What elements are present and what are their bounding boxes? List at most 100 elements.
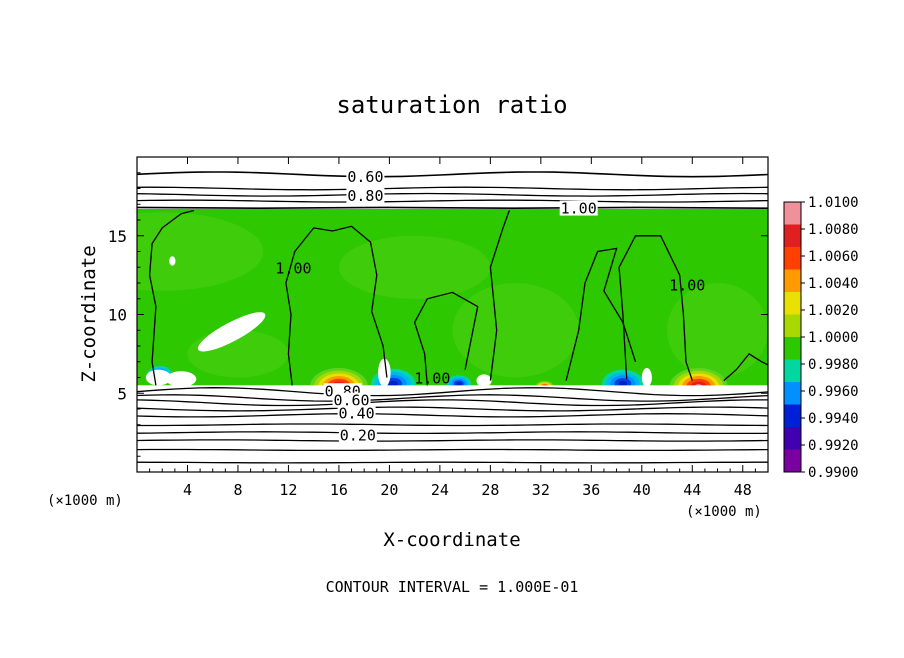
contour-upper-090 xyxy=(137,199,768,203)
contour-lower-7 xyxy=(137,439,768,442)
colorbar-label-8: 0.9940 xyxy=(808,411,859,427)
colorbar-label-0: 1.0100 xyxy=(808,195,859,211)
colorbar: 1.0100 1.0080 1.0060 1.0040 1.0020 1.0000 0.99… xyxy=(783,195,859,481)
x-tick-label-5: 24 xyxy=(431,481,449,499)
colorbar-label-3: 1.0040 xyxy=(808,276,859,292)
contour-lower-3 xyxy=(137,406,768,412)
undefined-patch-0 xyxy=(197,312,266,352)
contour-plume-28 xyxy=(489,210,510,381)
field-texture-0 xyxy=(137,212,264,291)
colorbar-swatch-6 xyxy=(784,337,801,360)
field-texture-1 xyxy=(338,235,491,299)
x-axis-label: X-coordinate xyxy=(383,529,520,551)
contour-labels: 0.600.801.001.001.001.000.800.600.400.20 xyxy=(275,168,705,444)
contour-lines xyxy=(137,171,768,464)
undefined-patch-1 xyxy=(145,369,172,386)
cool-blob-2-ring-4 xyxy=(456,382,462,386)
x-tick-label-7: 32 xyxy=(532,481,550,499)
undefined-patch-2 xyxy=(166,371,197,387)
cool-blob-0-ring-4 xyxy=(388,380,398,387)
colorbar-swatch-8 xyxy=(784,382,801,405)
contour-label-5: 1.00 xyxy=(414,370,450,388)
contour-interval-note: CONTOUR INTERVAL = 1.000E-01 xyxy=(326,578,579,596)
contour-lower-1 xyxy=(137,394,768,402)
contour-lower-2 xyxy=(137,399,768,407)
contour-label-8: 0.40 xyxy=(339,404,375,422)
contour-lower-8 xyxy=(137,448,768,452)
colorbar-swatch-11 xyxy=(784,449,801,473)
undefined-patch-3 xyxy=(378,358,391,387)
contour-label-1: 0.80 xyxy=(347,187,383,205)
undefined-patch-6 xyxy=(169,256,176,266)
colorbar-label-7: 0.9960 xyxy=(808,384,859,400)
x-tick-label-6: 28 xyxy=(481,481,499,499)
x-axis-ticks: 4 8 12 16 20 24 28 32 36 40 44 48 xyxy=(149,157,756,499)
colorbar-swatch-3 xyxy=(784,269,801,293)
contour-plume-24 xyxy=(413,291,479,386)
x-tick-label-3: 16 xyxy=(330,481,348,499)
y-tick-label-0: 5 xyxy=(117,384,127,403)
contour-label-bg-0 xyxy=(346,169,385,185)
field-texture-4 xyxy=(667,283,768,378)
cool-blob-1-ring-4 xyxy=(618,380,628,387)
x-unit-left: (×1000 m) xyxy=(47,493,123,509)
y-axis-label: Z-coordinate xyxy=(78,245,100,382)
undefined-patch-4 xyxy=(641,368,652,387)
contour-upper-080 xyxy=(137,192,768,197)
colorbar-label-1: 1.0080 xyxy=(808,222,859,238)
x-tick-label-0: 4 xyxy=(183,481,192,499)
contour-lower-9 xyxy=(137,461,768,464)
colorbar-swatch-7 xyxy=(784,359,801,383)
contour-plume-36 xyxy=(565,247,637,381)
contour-label-bg-2 xyxy=(559,200,598,216)
contour-lower-5 xyxy=(137,423,768,427)
contour-lower-0 xyxy=(137,387,768,397)
y-tick-label-2: 15 xyxy=(108,227,127,246)
contour-label-2: 1.00 xyxy=(561,200,597,218)
lower-white-band xyxy=(137,385,768,472)
contour-plume-40 xyxy=(618,235,693,381)
x-tick-label-11: 48 xyxy=(734,481,752,499)
colorbar-swatch-4 xyxy=(784,292,801,315)
colorbar-label-10: 0.9900 xyxy=(808,465,859,481)
contour-upper-100 xyxy=(137,206,768,210)
colorbar-swatch-1 xyxy=(784,224,801,248)
contour-upper-070 xyxy=(137,186,768,191)
field-background xyxy=(137,208,768,386)
contour-label-bg-9 xyxy=(338,427,377,443)
x-tick-label-1: 8 xyxy=(233,481,242,499)
x-tick-label-9: 40 xyxy=(633,481,651,499)
chart-title: saturation ratio xyxy=(336,91,567,119)
undefined-patch-5 xyxy=(476,374,492,387)
colorbar-swatch-0 xyxy=(784,202,801,225)
contour-label-7: 0.60 xyxy=(333,392,369,410)
contour-label-9: 0.20 xyxy=(340,426,376,444)
contour-lower-6 xyxy=(137,431,768,435)
contour-plume-left xyxy=(148,209,194,386)
contour-label-bg-7 xyxy=(332,392,371,408)
colorbar-label-4: 1.0020 xyxy=(808,303,859,319)
colorbar-swatch-10 xyxy=(784,427,801,450)
x-tick-label-10: 44 xyxy=(683,481,701,499)
contour-label-bg-1 xyxy=(346,187,385,203)
x-tick-label-4: 20 xyxy=(380,481,398,499)
colorbar-label-9: 0.9920 xyxy=(808,438,859,454)
colorbar-swatch-9 xyxy=(784,404,801,428)
colorbar-swatch-5 xyxy=(784,314,801,338)
x-tick-label-2: 12 xyxy=(279,481,297,499)
colorbar-label-2: 1.0060 xyxy=(808,249,859,265)
contour-plume-right xyxy=(723,353,768,382)
field-texture-2 xyxy=(452,283,579,378)
y-tick-label-1: 10 xyxy=(108,306,127,325)
colorbar-swatch-2 xyxy=(784,247,801,270)
y-axis-ticks: 5 10 15 xyxy=(108,172,768,457)
contour-label-bg-8 xyxy=(337,405,376,421)
contour-upper-060 xyxy=(137,171,768,178)
colorbar-label-5: 1.0000 xyxy=(808,330,859,346)
contour-label-4: 1.00 xyxy=(669,277,705,295)
contour-plume-16 xyxy=(285,225,388,386)
x-tick-label-8: 36 xyxy=(582,481,600,499)
contour-label-3: 1.00 xyxy=(275,259,311,277)
